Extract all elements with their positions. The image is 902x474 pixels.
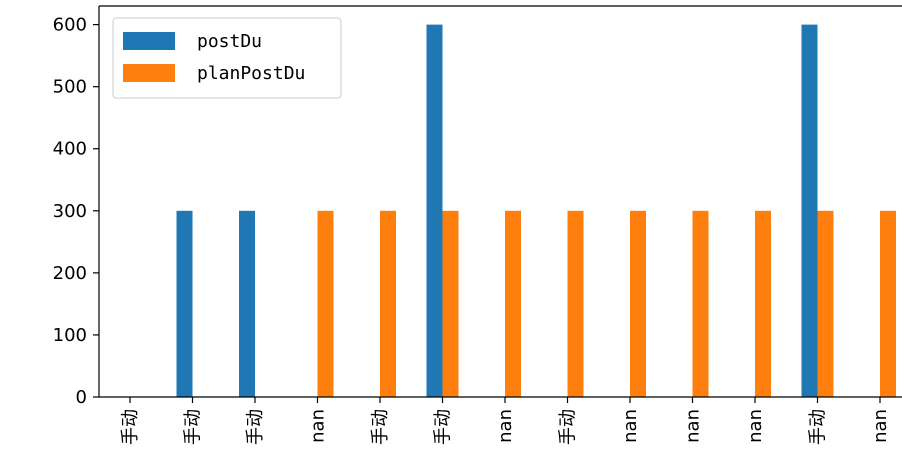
x-tick-label-1: 手动: [183, 409, 204, 445]
bar-planPostDu-6: [505, 210, 521, 397]
bar-postDu-1: [176, 210, 193, 397]
y-tick-label-5: 500: [53, 77, 87, 98]
x-tick-label-8: nan: [620, 409, 641, 443]
x-tick-label-12: nan: [870, 409, 891, 443]
bars-group: [176, 24, 896, 397]
bar-planPostDu-7: [567, 210, 584, 397]
y-tick-label-0: 0: [76, 387, 87, 408]
legend-box: [112, 17, 342, 99]
bar-planPostDu-10: [755, 210, 771, 397]
x-tick-label-2: 手动: [245, 409, 266, 445]
x-tick-label-10: nan: [745, 409, 766, 443]
y-tick-label-6: 600: [53, 15, 87, 36]
x-tick-label-6: nan: [495, 409, 516, 443]
bar-planPostDu-4: [380, 210, 396, 397]
legend-label-postDu: postDu: [197, 31, 262, 52]
bar-planPostDu-12: [880, 210, 896, 397]
x-tick-label-11: 手动: [808, 409, 829, 445]
legend-swatch-planPostDu: [123, 64, 175, 82]
bar-planPostDu-3: [317, 210, 334, 397]
y-tick-label-4: 400: [53, 139, 87, 160]
x-tick-label-5: 手动: [433, 409, 454, 445]
bar-planPostDu-11: [817, 210, 834, 397]
bar-planPostDu-5: [442, 210, 459, 397]
y-tick-label-3: 300: [53, 201, 87, 222]
bar-planPostDu-9: [692, 210, 709, 397]
x-tick-label-4: 手动: [370, 409, 391, 445]
legend-swatch-postDu: [123, 32, 175, 50]
x-tick-label-0: 手动: [120, 409, 141, 445]
bar-postDu-5: [426, 24, 443, 397]
bar-planPostDu-8: [630, 210, 646, 397]
legend: postDu planPostDu: [112, 17, 342, 99]
bar-postDu-2: [239, 210, 255, 397]
x-tick-label-7: 手动: [558, 409, 579, 445]
legend-label-planPostDu: planPostDu: [197, 63, 305, 84]
bar-postDu-11: [801, 24, 818, 397]
x-tick-label-3: nan: [308, 409, 329, 443]
x-tick-label-9: nan: [683, 409, 704, 443]
y-tick-label-2: 200: [53, 263, 87, 284]
y-tick-label-1: 100: [53, 325, 87, 346]
axes-group: 0 100 200 300 400 500 600 手动 手动 手动 nan 手动 手动 nan 手动 nan…: [53, 5, 902, 445]
